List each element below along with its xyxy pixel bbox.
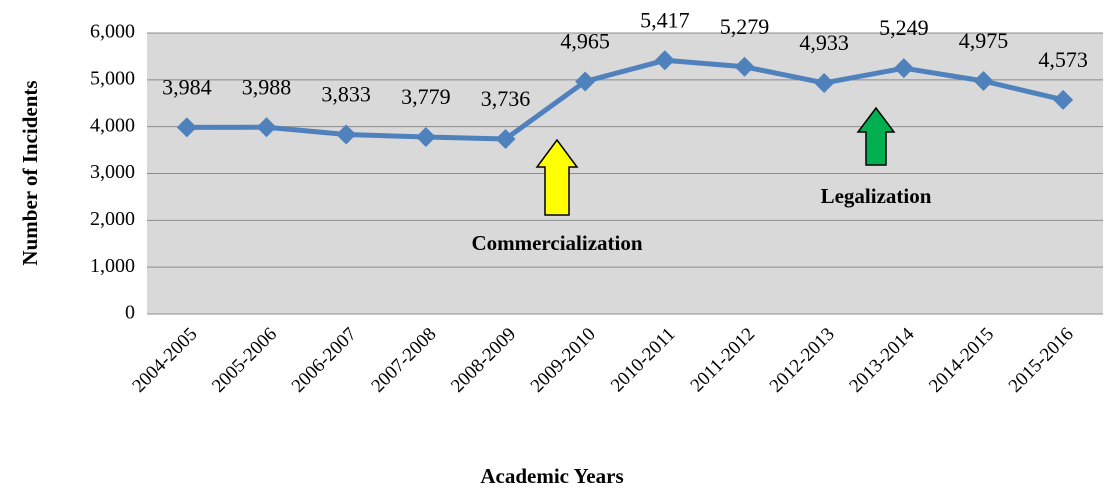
y-axis-title: Number of Incidents	[18, 80, 42, 265]
y-tick-label: 3,000	[90, 161, 135, 183]
data-label: 4,933	[799, 30, 849, 55]
marker	[1053, 89, 1074, 110]
x-tick-label: 2012-2013	[766, 324, 839, 397]
x-axis-title: Academic Years	[480, 464, 623, 488]
annotation: Commercialization	[471, 231, 642, 255]
data-label: 4,975	[959, 28, 1009, 53]
y-tick-label: 5,000	[90, 67, 135, 89]
grid	[147, 32, 1103, 315]
x-tick-label: 2013-2014	[845, 323, 918, 396]
data-label: 3,833	[321, 82, 371, 107]
x-tick-label: 2009-2010	[527, 324, 600, 397]
marker	[575, 71, 596, 92]
marker	[256, 117, 277, 138]
marker	[893, 58, 914, 79]
x-tick-label: 2015-2016	[1005, 324, 1078, 397]
data-label: 4,573	[1038, 47, 1088, 72]
x-tick-label: 2014-2015	[925, 324, 998, 397]
arrow	[856, 106, 896, 166]
marker	[495, 129, 516, 150]
marker	[973, 71, 994, 92]
x-tick-label: 2011-2012	[687, 324, 760, 397]
data-label: 5,417	[640, 7, 690, 32]
data-label: 4,965	[560, 29, 610, 54]
x-tick-label: 2005-2006	[208, 324, 281, 397]
x-tick-label: 2008-2009	[447, 324, 520, 397]
x-tick-label: 2007-2008	[367, 324, 440, 397]
arrow	[535, 138, 579, 216]
data-label: 3,779	[401, 84, 451, 109]
data-label: 5,279	[720, 14, 770, 39]
y-tick-label: 0	[125, 302, 135, 324]
marker	[415, 127, 436, 148]
x-tick-label: 2004-2005	[128, 324, 201, 397]
marker	[336, 124, 357, 145]
marker	[176, 117, 197, 138]
marker	[654, 50, 675, 71]
data-label: 3,984	[162, 74, 212, 99]
marker	[814, 72, 835, 93]
y-tick-label: 4,000	[90, 114, 135, 136]
annotation: Legalization	[821, 184, 932, 208]
data-label: 3,988	[242, 74, 292, 99]
x-tick-label: 2006-2007	[288, 324, 361, 397]
marker	[734, 56, 755, 77]
series-line	[186, 57, 1064, 142]
data-label: 5,249	[879, 15, 929, 40]
y-tick-label: 1,000	[90, 255, 135, 277]
x-tick-label: 2010-2011	[607, 324, 680, 397]
y-tick-label: 6,000	[90, 21, 135, 43]
y-tick-label: 2,000	[90, 208, 135, 230]
data-label: 3,736	[481, 86, 531, 111]
